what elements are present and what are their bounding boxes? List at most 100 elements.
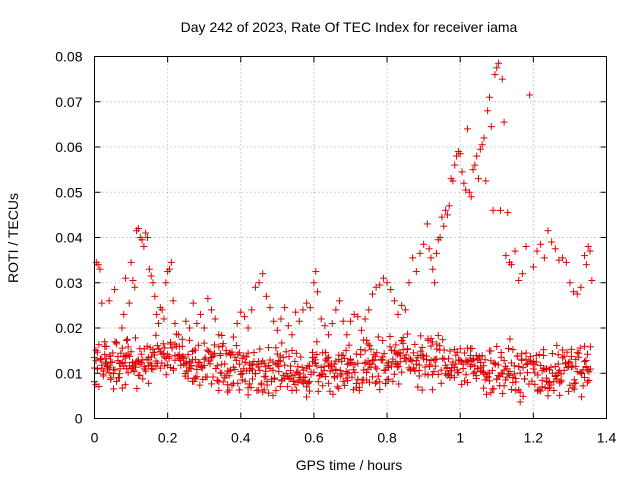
data-point: [186, 363, 194, 371]
x-axis-label: GPS time / hours: [296, 457, 403, 473]
data-point: [504, 209, 512, 217]
data-point: [491, 360, 499, 368]
data-point: [93, 348, 101, 356]
data-point: [379, 337, 387, 345]
data-point: [409, 254, 417, 262]
data-point: [518, 270, 526, 278]
data-point: [248, 375, 256, 383]
data-point: [348, 373, 356, 381]
data-point: [439, 354, 447, 362]
data-point: [540, 254, 548, 262]
data-point: [338, 357, 346, 365]
data-point: [474, 364, 482, 372]
data-point: [125, 299, 133, 307]
data-point: [150, 348, 158, 356]
data-point: [303, 393, 311, 401]
data-point: [475, 175, 482, 183]
data-point: [260, 373, 268, 381]
data-point: [390, 370, 398, 378]
data-point: [518, 350, 526, 358]
y-tick-label: 0.06: [55, 139, 82, 155]
data-point: [502, 252, 510, 260]
data-point: [232, 356, 240, 364]
data-point: [235, 349, 243, 357]
data-point: [291, 357, 299, 365]
data-point: [395, 362, 403, 370]
data-point: [376, 386, 384, 394]
data-point: [184, 374, 192, 382]
data-point: [383, 279, 391, 287]
data-point: [512, 387, 520, 395]
data-point: [417, 347, 425, 355]
data-point: [285, 375, 293, 383]
data-point: [447, 364, 455, 372]
data-point: [559, 346, 567, 354]
data-point: [392, 359, 400, 367]
data-point: [493, 64, 501, 72]
data-point: [155, 345, 163, 353]
data-point: [161, 344, 169, 352]
data-point: [418, 386, 426, 394]
data-point: [330, 360, 338, 368]
data-point: [112, 377, 120, 385]
data-point: [513, 352, 521, 360]
data-point: [425, 245, 433, 253]
data-point: [343, 331, 351, 339]
data-point: [260, 386, 268, 394]
data-point: [566, 358, 574, 366]
data-point: [482, 177, 490, 185]
data-point: [544, 392, 552, 400]
data-point: [570, 288, 578, 296]
data-point: [415, 367, 423, 375]
data-point: [304, 362, 312, 370]
data-point: [169, 364, 177, 372]
data-point: [211, 315, 219, 323]
data-point: [380, 350, 388, 358]
data-point: [402, 351, 410, 359]
data-point: [442, 206, 450, 214]
data-point: [484, 107, 492, 115]
data-point: [200, 355, 208, 363]
data-point: [120, 310, 128, 318]
data-point: [161, 353, 169, 361]
data-point: [554, 351, 562, 359]
data-point: [427, 254, 435, 262]
data-point: [401, 306, 409, 314]
data-point: [560, 352, 568, 360]
data-point: [522, 243, 530, 251]
data-point: [430, 356, 438, 364]
data-point: [139, 356, 147, 364]
data-point: [314, 378, 322, 386]
data-point: [583, 378, 591, 386]
data-point: [416, 249, 424, 257]
data-point: [237, 308, 245, 316]
data-point: [461, 377, 469, 385]
data-point: [98, 361, 106, 369]
data-point: [117, 349, 125, 357]
data-point: [480, 362, 488, 370]
data-point: [556, 379, 564, 387]
data-point: [374, 372, 382, 380]
data-point: [152, 331, 160, 339]
data-point: [251, 370, 259, 378]
data-point: [149, 365, 157, 373]
data-point: [345, 369, 353, 377]
data-point: [137, 350, 145, 358]
data-point: [116, 365, 124, 373]
data-point: [430, 368, 438, 376]
data-point: [372, 283, 380, 291]
data-point: [292, 349, 300, 357]
data-point: [533, 247, 541, 255]
data-point: [385, 364, 393, 372]
data-point: [355, 383, 363, 391]
data-point: [310, 279, 318, 287]
data-point: [281, 304, 289, 312]
data-point: [159, 340, 167, 348]
data-point: [303, 299, 311, 307]
data-point: [455, 369, 463, 377]
data-point: [531, 380, 539, 388]
data-point: [583, 366, 591, 374]
data-point: [189, 299, 197, 307]
data-point: [221, 360, 229, 368]
data-point: [446, 347, 454, 355]
